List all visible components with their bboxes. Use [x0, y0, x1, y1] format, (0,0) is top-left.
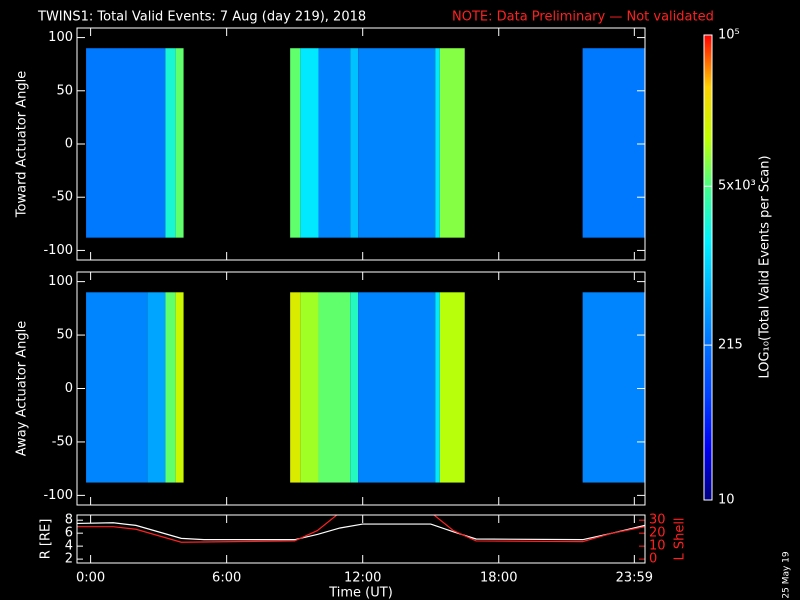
x-tick-label: 0:00 — [76, 571, 105, 586]
heatmap-cell — [318, 48, 351, 238]
heatmap-cell — [86, 292, 148, 483]
colorbar-tick-label: 10⁵ — [718, 28, 740, 43]
y-axis-label: Toward Actuator Angle — [15, 71, 30, 218]
y-tick-label: -100 — [43, 243, 73, 258]
colorbar — [704, 35, 712, 500]
y-tick-label: 2 — [65, 552, 73, 567]
heatmap-cell — [318, 292, 351, 483]
x-tick-label: 6:00 — [212, 571, 241, 586]
heatmap-cell — [300, 48, 319, 238]
x-axis-label: Time (UT) — [328, 586, 393, 600]
y-tick-label: -50 — [52, 434, 73, 449]
heatmap-cell — [582, 48, 645, 238]
y-tick-label: 8 — [65, 513, 73, 528]
heatmap-cell — [358, 292, 436, 483]
note: NOTE: Data Preliminary — Not validated — [452, 10, 714, 25]
heatmap-cell — [175, 292, 184, 483]
y-axis-label: Away Actuator Angle — [15, 321, 30, 456]
heatmap-cell — [439, 292, 465, 483]
y-tick-label: -50 — [52, 190, 73, 205]
colorbar-tick-label: 5x10³ — [718, 179, 756, 194]
y2-tick-label: 10 — [649, 539, 666, 554]
y-tick-label: 100 — [48, 30, 73, 45]
y-axis-label: R [RE] — [39, 519, 54, 560]
heatmap-cell — [290, 292, 301, 483]
heatmap-cell — [300, 292, 319, 483]
y2-tick-label: 0 — [649, 552, 657, 567]
x-tick-label: 23:59 — [616, 571, 653, 586]
colorbar-tick-label: 10 — [718, 493, 735, 508]
line — [77, 515, 645, 543]
heatmap-cell — [165, 292, 176, 483]
date-stamp: 25 May 19 — [782, 551, 792, 599]
x-tick-label: 12:00 — [344, 571, 381, 586]
panel-frame — [76, 271, 646, 506]
heatmap-cell — [86, 48, 166, 238]
y-tick-label: 0 — [65, 381, 73, 396]
x-tick-label: 18:00 — [480, 571, 517, 586]
y-tick-label: 100 — [48, 274, 73, 289]
colorbar-label: LOG₁₀(Total Valid Events per Scan) — [758, 155, 773, 378]
title: TWINS1: Total Valid Events: 7 Aug (day 2… — [37, 10, 366, 25]
heatmap-cell — [175, 48, 184, 238]
y-tick-label: 4 — [65, 539, 73, 554]
heatmap-cell — [350, 48, 359, 238]
heatmap-cell — [435, 292, 440, 483]
y-tick-label: 50 — [56, 83, 73, 98]
heatmap-cell — [350, 292, 359, 483]
y-tick-label: -100 — [43, 488, 73, 503]
y-tick-label: 6 — [65, 526, 73, 541]
y2-tick-label: 30 — [649, 513, 666, 528]
heatmap-cell — [582, 292, 645, 483]
panel-frame — [76, 514, 646, 564]
heatmap-cell — [165, 48, 176, 238]
heatmap-cell — [435, 48, 440, 238]
heatmap-cell — [290, 48, 301, 238]
y2-axis-label: L Shell — [673, 517, 688, 560]
line — [77, 522, 645, 541]
y2-tick-label: 20 — [649, 526, 666, 541]
colorbar-tick-label: 215 — [718, 338, 743, 353]
y-tick-label: 50 — [56, 328, 73, 343]
y-tick-label: 0 — [65, 137, 73, 152]
panel-frame — [76, 27, 646, 261]
heatmap-cell — [439, 48, 465, 238]
heatmap-cell — [147, 292, 166, 483]
heatmap-cell — [358, 48, 436, 238]
